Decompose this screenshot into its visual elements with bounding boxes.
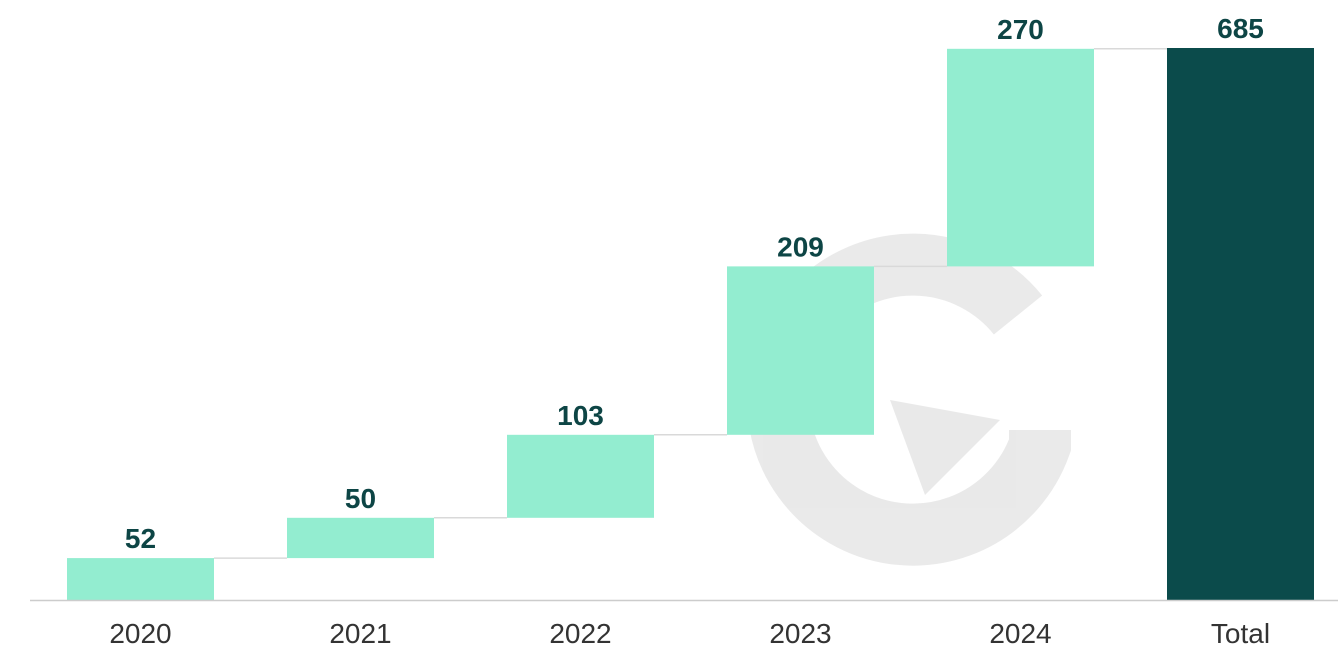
bar-2022 — [507, 434, 654, 518]
bar-total — [1167, 48, 1314, 600]
category-label-total: Total — [1211, 618, 1270, 649]
bar-2021 — [287, 517, 434, 559]
value-label-2021: 50 — [345, 483, 376, 514]
connector-lines — [214, 48, 1167, 559]
category-labels: 2020 2021 2022 2023 2024 Total — [109, 618, 1270, 649]
value-labels: 52 50 103 209 270 685 — [125, 13, 1264, 554]
value-label-2024: 270 — [997, 14, 1044, 45]
category-label-2020: 2020 — [109, 618, 171, 649]
value-label-total: 685 — [1217, 13, 1264, 44]
bar-2024 — [947, 48, 1094, 267]
category-label-2023: 2023 — [769, 618, 831, 649]
category-label-2022: 2022 — [549, 618, 611, 649]
category-label-2021: 2021 — [329, 618, 391, 649]
bar-2020 — [67, 558, 214, 600]
category-label-2024: 2024 — [989, 618, 1051, 649]
bar-2023 — [727, 266, 874, 435]
bars — [67, 48, 1314, 600]
value-label-2020: 52 — [125, 523, 156, 554]
value-label-2022: 103 — [557, 400, 604, 431]
value-label-2023: 209 — [777, 231, 824, 262]
